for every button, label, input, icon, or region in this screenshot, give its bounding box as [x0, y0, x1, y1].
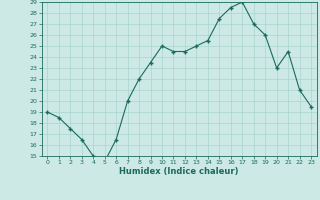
X-axis label: Humidex (Indice chaleur): Humidex (Indice chaleur): [119, 167, 239, 176]
